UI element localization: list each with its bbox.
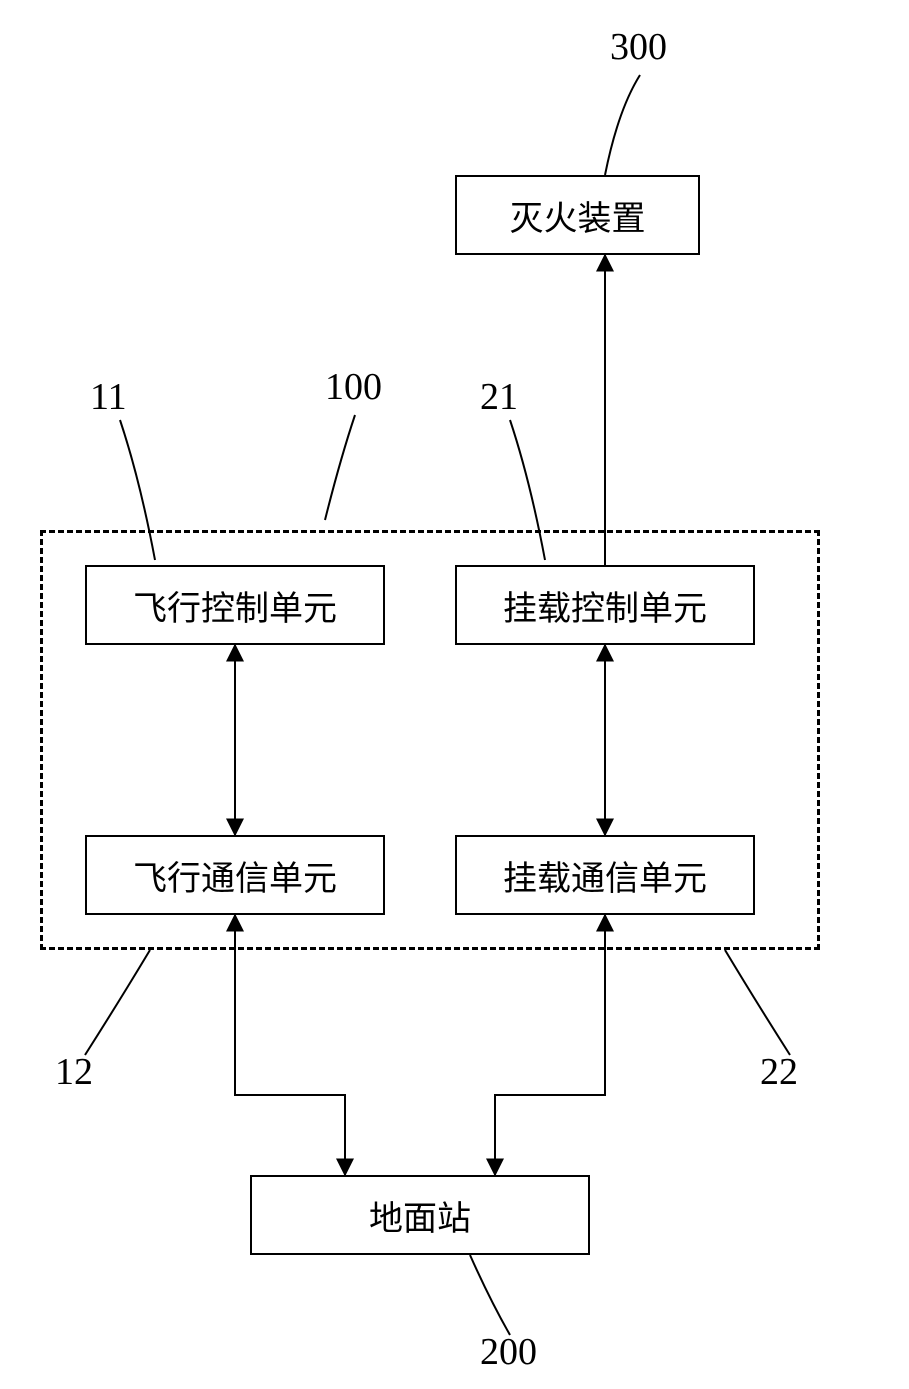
ground-station-box: 地面站 <box>250 1175 590 1255</box>
flight-comm-label: 飞行通信单元 <box>133 851 337 900</box>
payload-comm-box: 挂载通信单元 <box>455 835 755 915</box>
edge-flight-comm-ground <box>235 915 345 1175</box>
flight-comm-box: 飞行通信单元 <box>85 835 385 915</box>
payload-ctrl-box: 挂载控制单元 <box>455 565 755 645</box>
ref-200: 200 <box>480 1330 537 1374</box>
flight-ctrl-label: 飞行控制单元 <box>133 581 337 630</box>
ref-300: 300 <box>610 25 667 69</box>
flight-ctrl-box: 飞行控制单元 <box>85 565 385 645</box>
ref-21: 21 <box>480 375 518 419</box>
diagram-canvas: 灭火装置 飞行控制单元 挂载控制单元 飞行通信单元 挂载通信单元 地面站 300… <box>0 0 909 1389</box>
ref-22: 22 <box>760 1050 798 1094</box>
payload-comm-label: 挂载通信单元 <box>503 851 707 900</box>
payload-ctrl-label: 挂载控制单元 <box>503 581 707 630</box>
leader-22 <box>725 950 790 1055</box>
ref-100: 100 <box>325 365 382 409</box>
ground-station-label: 地面站 <box>369 1191 471 1240</box>
leader-100 <box>325 415 355 520</box>
ref-11: 11 <box>90 375 127 419</box>
fire-device-box: 灭火装置 <box>455 175 700 255</box>
fire-device-label: 灭火装置 <box>510 191 646 240</box>
ref-12: 12 <box>55 1050 93 1094</box>
edge-payload-comm-ground <box>495 915 605 1175</box>
leader-200 <box>470 1255 510 1335</box>
leader-300 <box>605 75 640 175</box>
leader-12 <box>85 950 150 1055</box>
